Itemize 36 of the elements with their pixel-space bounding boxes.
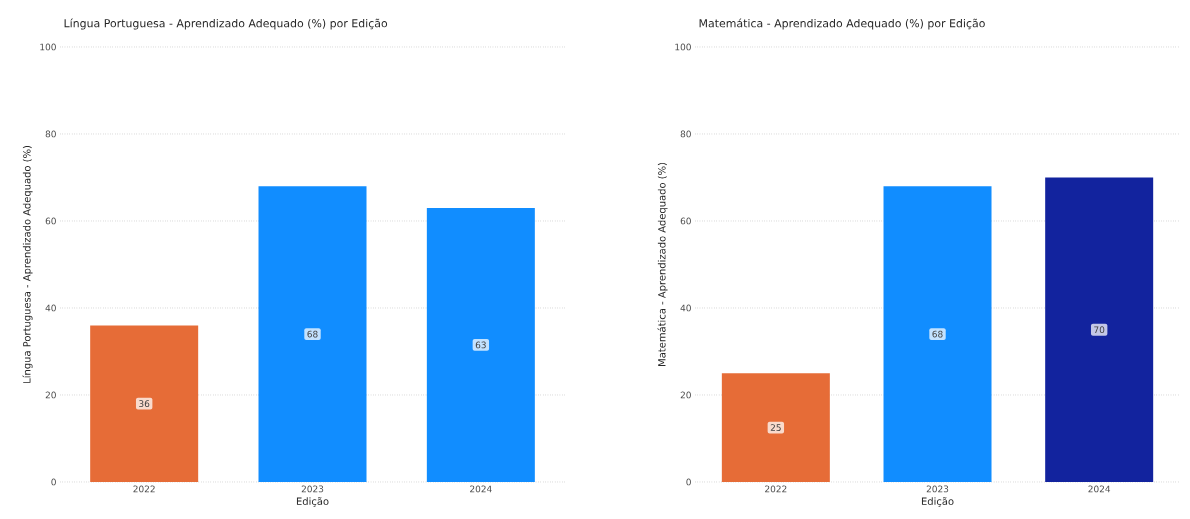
y-tick-label: 40 bbox=[680, 304, 691, 312]
x-tick-label: 2023 bbox=[301, 485, 324, 493]
x-tick-label: 2023 bbox=[926, 485, 949, 493]
y-tick-label: 60 bbox=[45, 217, 56, 225]
data-label: 36 bbox=[139, 400, 150, 408]
y-tick-label: 0 bbox=[686, 478, 691, 486]
data-label: 25 bbox=[770, 424, 781, 431]
data-label: 70 bbox=[1094, 326, 1105, 334]
x-tick-label: 2024 bbox=[470, 485, 492, 493]
chart-title: Matemática - Aprendizado Adequado (%) por Edição bbox=[699, 18, 985, 30]
bar bbox=[721, 373, 830, 482]
y-tick-label: 0 bbox=[51, 478, 56, 486]
x-tick-label: 2022 bbox=[765, 485, 787, 493]
x-tick-label: 2022 bbox=[133, 485, 155, 493]
y-axis-title: Matemática - Aprendizado Adequado (%) bbox=[657, 162, 668, 366]
y-tick-label: 60 bbox=[680, 217, 691, 225]
bar bbox=[426, 207, 535, 482]
data-label: 63 bbox=[475, 341, 486, 349]
bar bbox=[883, 186, 992, 482]
y-tick-label: 80 bbox=[680, 130, 691, 138]
chart-title: Língua Portuguesa - Aprendizado Adequado (%) por Edição bbox=[64, 18, 388, 30]
data-label: 68 bbox=[307, 330, 318, 338]
y-tick-label: 100 bbox=[675, 43, 691, 51]
y-tick-label: 20 bbox=[680, 391, 691, 399]
x-tick-label: 2024 bbox=[1088, 485, 1111, 493]
data-label: 68 bbox=[932, 330, 943, 338]
bar bbox=[1045, 177, 1154, 482]
bar bbox=[258, 186, 367, 482]
x-axis-title: Edição bbox=[296, 497, 329, 507]
y-tick-label: 100 bbox=[40, 43, 56, 51]
y-tick-label: 80 bbox=[45, 130, 56, 138]
y-tick-label: 20 bbox=[45, 391, 56, 399]
x-axis-title: Edição bbox=[921, 497, 954, 507]
y-tick-label: 40 bbox=[45, 304, 56, 312]
y-axis-title: Língua Portuguesa - Aprendizado Adequado (%) bbox=[22, 145, 33, 383]
bar bbox=[90, 325, 199, 482]
